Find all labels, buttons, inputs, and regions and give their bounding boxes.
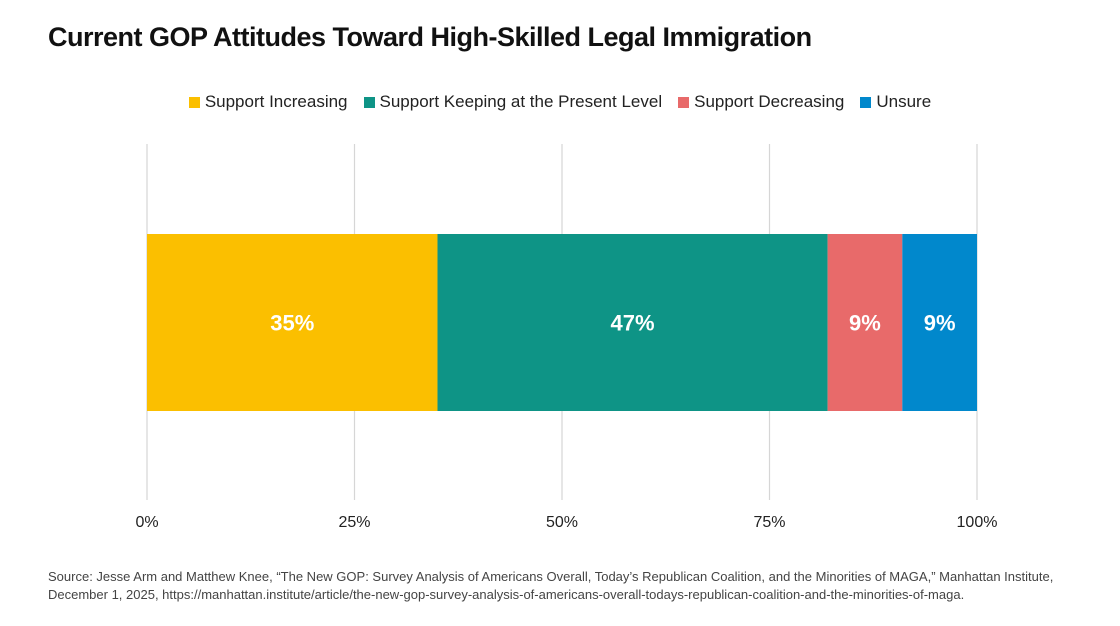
bar-segment — [827, 234, 903, 411]
legend-item-support-decreasing: Support Decreasing — [678, 92, 844, 112]
chart-title: Current GOP Attitudes Toward High-Skille… — [48, 22, 812, 52]
legend-label: Support Increasing — [204, 92, 348, 111]
legend-item-unsure: Unsure — [860, 92, 931, 112]
legend-item-support-increasing: Support Increasing — [188, 92, 348, 112]
data-label: 47% — [611, 311, 655, 336]
data-label: 9% — [924, 311, 956, 336]
x-tick-label: 75% — [753, 514, 785, 531]
legend-swatch — [860, 96, 872, 108]
bar-segment — [902, 234, 977, 411]
x-tick-label: 0% — [135, 514, 158, 531]
stacked-bar-chart: 0% 25% 50% 75% 100% 35% 47% 9% 9% — [135, 144, 998, 531]
x-tick-label: 100% — [957, 514, 998, 531]
legend: Support Increasing Support Keeping at th… — [0, 92, 1120, 112]
data-label: 9% — [849, 311, 881, 336]
legend-swatch — [678, 96, 690, 108]
source-note: Source: Jesse Arm and Matthew Knee, “The… — [48, 569, 1054, 602]
legend-label: Support Decreasing — [694, 92, 845, 111]
legend-item-support-keeping: Support Keeping at the Present Level — [363, 92, 663, 112]
data-label: 35% — [270, 311, 314, 336]
bar-segment — [147, 234, 438, 411]
legend-swatch — [363, 96, 375, 108]
x-tick-label: 50% — [546, 514, 578, 531]
legend-label: Unsure — [876, 92, 932, 111]
legend-swatch — [188, 96, 200, 108]
legend-label: Support Keeping at the Present Level — [379, 92, 663, 111]
bar-segment — [437, 234, 828, 411]
x-tick-label: 25% — [338, 514, 370, 531]
